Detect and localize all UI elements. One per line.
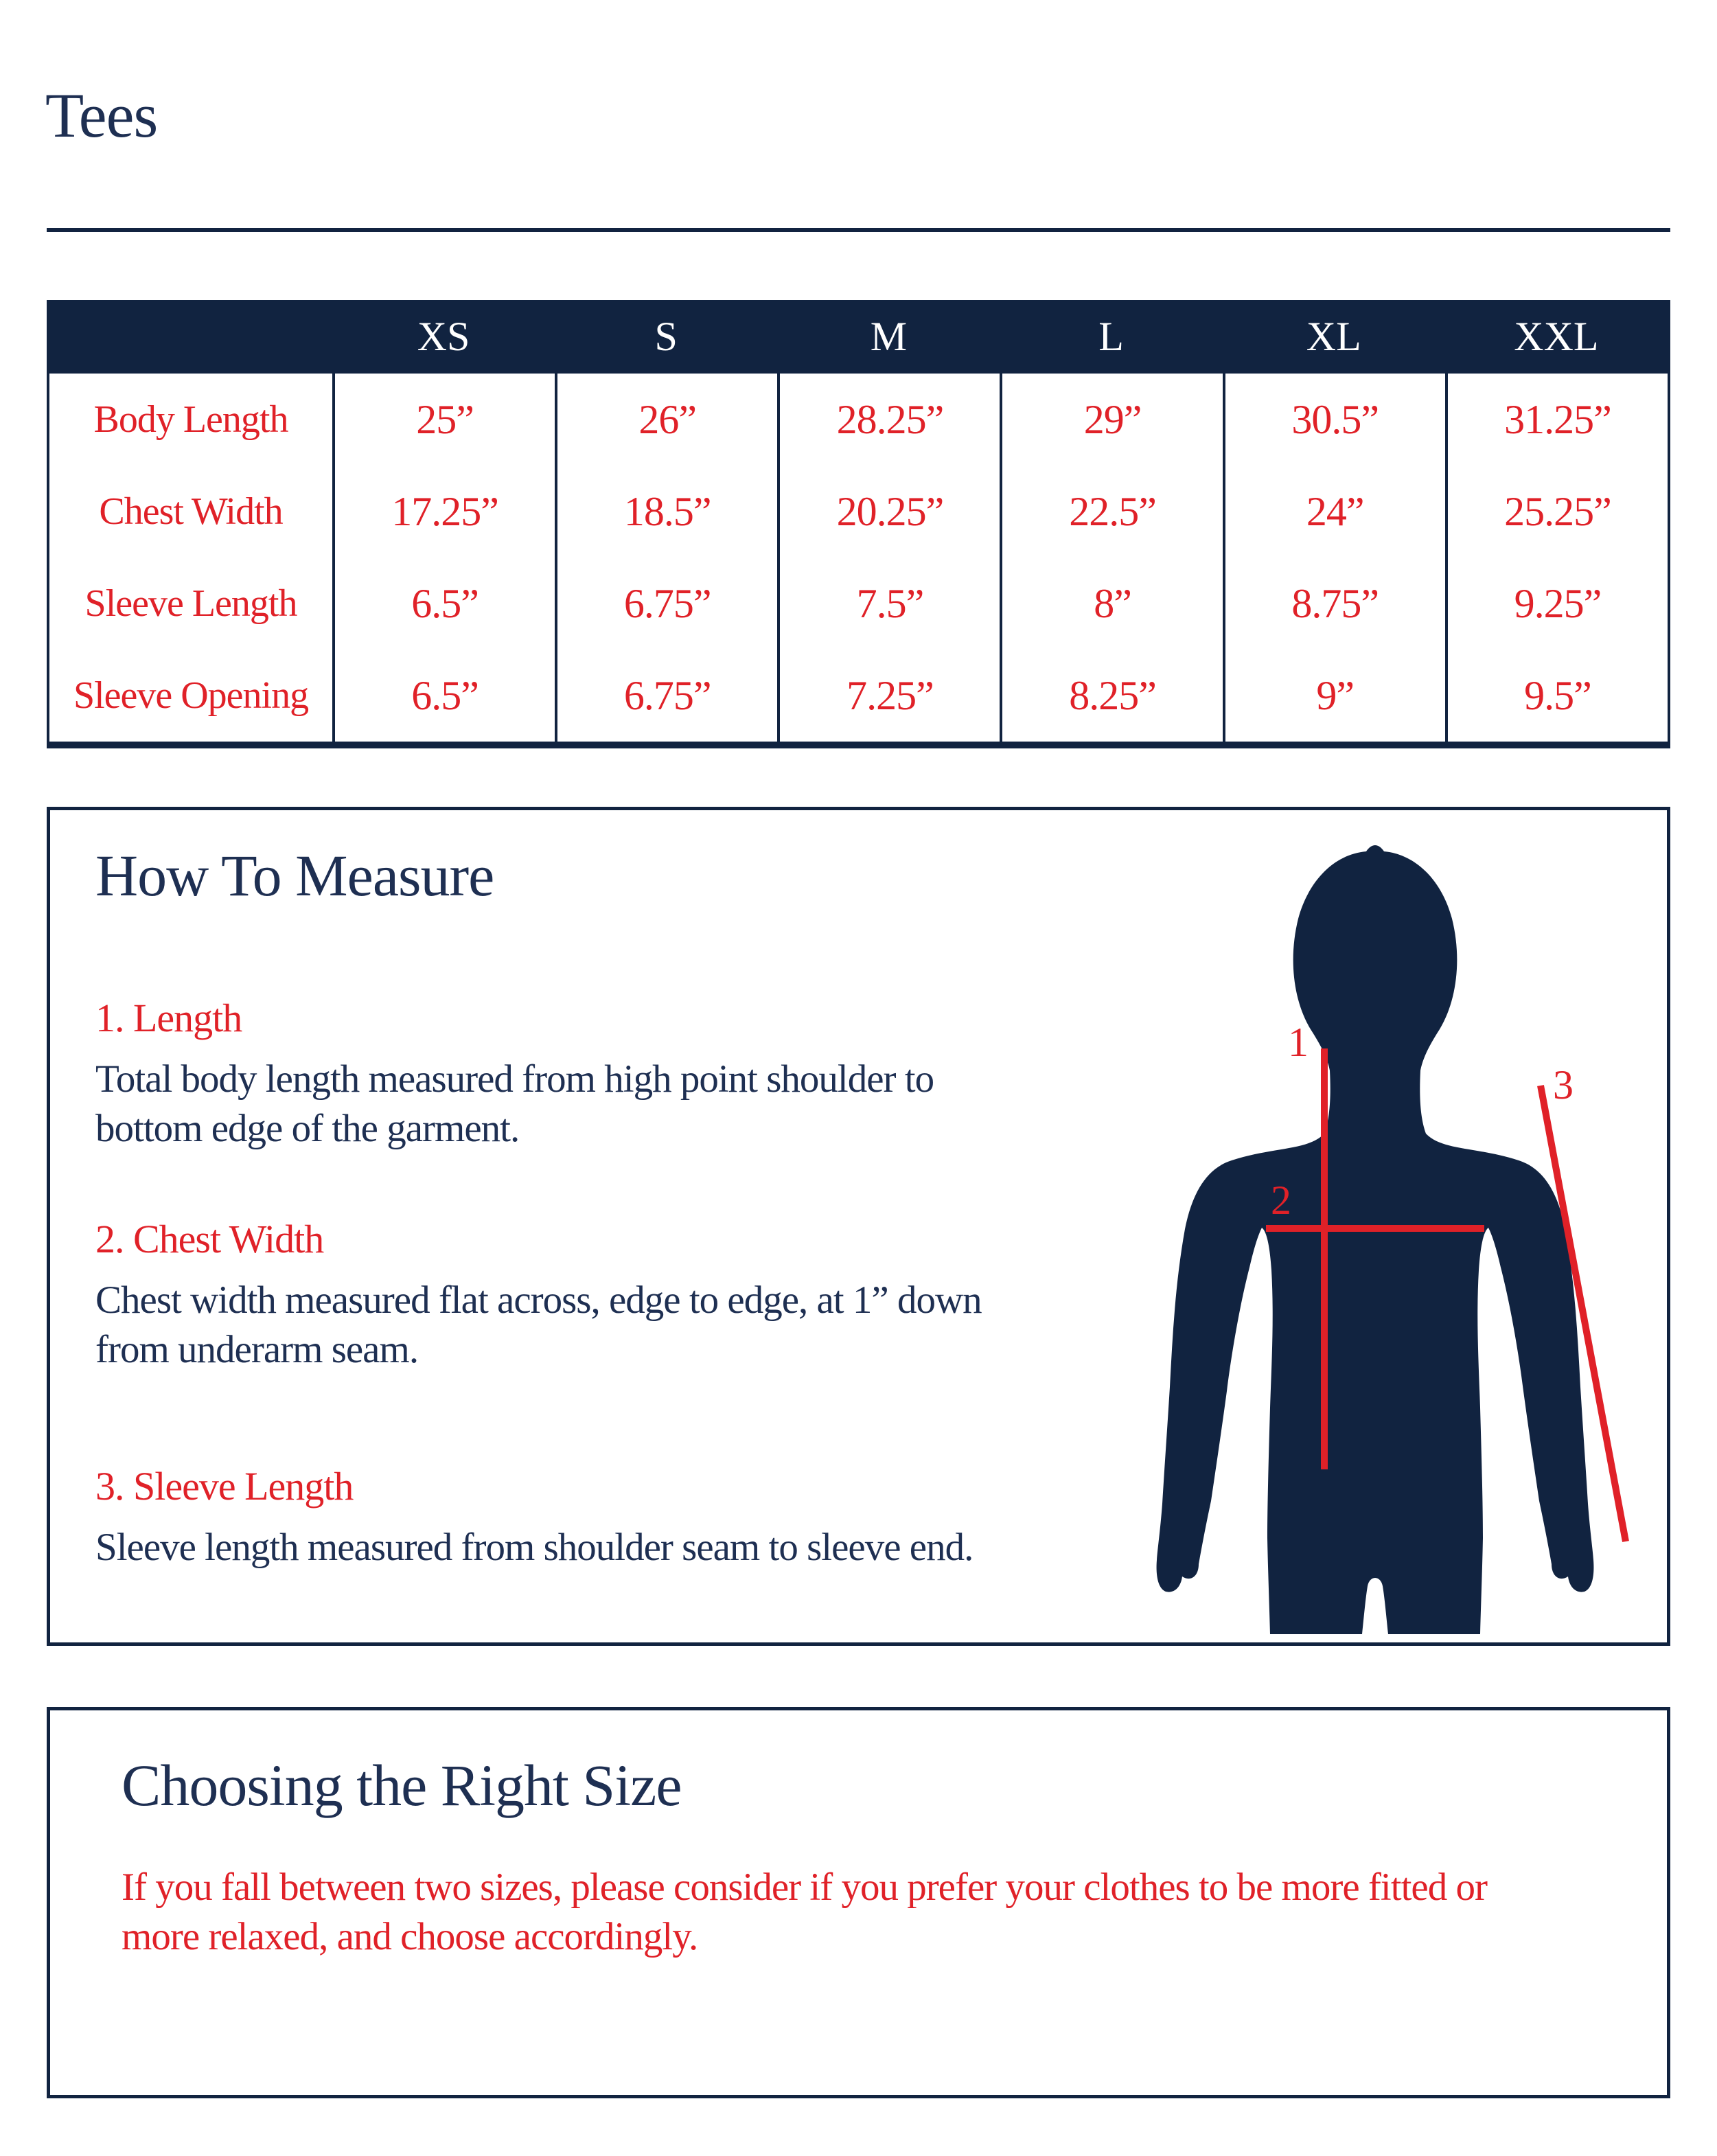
value-cell: 8.75”: [1222, 558, 1445, 650]
value-cell: 8.25”: [1000, 650, 1222, 742]
header-cell-s: S: [654, 314, 678, 359]
figure-label-3: 3: [1553, 1062, 1574, 1108]
step-body: Total body length measured from high poi…: [95, 1057, 934, 1150]
value-cell: 30.5”: [1222, 374, 1445, 466]
value-cell: 25.25”: [1444, 466, 1668, 558]
table-header-row: XS S M L XL XXL: [49, 300, 1668, 374]
body-silhouette: [1156, 845, 1594, 1634]
figure-label-2: 2: [1271, 1178, 1291, 1223]
row-label: Sleeve Length: [84, 582, 298, 625]
choosing-size-title: Choosing the Right Size: [122, 1752, 682, 1818]
measurement-figure: 1 2 3: [1140, 824, 1648, 1634]
value-cell: 26”: [555, 374, 777, 466]
value-cell: 9.5”: [1444, 650, 1668, 742]
header-cell-xs: XS: [417, 314, 470, 359]
value-cell: 8”: [1000, 558, 1222, 650]
figure-label-1: 1: [1288, 1020, 1309, 1065]
value-cell: 6.75”: [555, 558, 777, 650]
table-row-chest-width: Chest Width 17.25” 18.5” 20.25” 22.5” 24…: [49, 466, 1668, 558]
measure-step-chest-width: 2. Chest Width Chest width measured flat…: [95, 1215, 1125, 1375]
choosing-size-body: If you fall between two sizes, please co…: [122, 1866, 1488, 1958]
step-heading: 1. Length: [95, 996, 242, 1040]
row-label: Sleeve Opening: [73, 674, 309, 717]
value-cell: 22.5”: [1000, 466, 1222, 558]
value-cell: 6.5”: [332, 650, 555, 742]
how-to-measure-title: How To Measure: [95, 842, 494, 908]
header-cell-xxl: XXL: [1514, 314, 1599, 359]
value-cell: 20.25”: [777, 466, 1000, 558]
measure-line-sleeve: [1537, 1085, 1629, 1542]
measure-step-length: 1. Length Total body length measured fro…: [95, 994, 1125, 1154]
size-table: XS S M L XL XXL Body Length 25” 26” 28.2…: [47, 300, 1670, 748]
value-cell: 7.5”: [777, 558, 1000, 650]
value-cell: 29”: [1000, 374, 1222, 466]
value-cell: 25”: [332, 374, 555, 466]
table-row-sleeve-length: Sleeve Length 6.5” 6.75” 7.5” 8” 8.75” 9…: [49, 558, 1668, 650]
header-cell-xl: XL: [1306, 314, 1361, 359]
row-label: Body Length: [93, 398, 289, 441]
choosing-size-box: Choosing the Right Size If you fall betw…: [47, 1707, 1670, 2098]
value-cell: 28.25”: [777, 374, 1000, 466]
page-title: Tees: [45, 80, 158, 150]
value-cell: 31.25”: [1444, 374, 1668, 466]
value-cell: 18.5”: [555, 466, 777, 558]
row-label: Chest Width: [99, 490, 283, 533]
how-to-measure-box: How To Measure 1. Length Total body leng…: [47, 807, 1670, 1646]
table-row-sleeve-opening: Sleeve Opening 6.5” 6.75” 7.25” 8.25” 9”…: [49, 650, 1668, 742]
table-row-body-length: Body Length 25” 26” 28.25” 29” 30.5” 31.…: [49, 374, 1668, 466]
step-body: Sleeve length measured from shoulder sea…: [95, 1525, 973, 1569]
value-cell: 17.25”: [332, 466, 555, 558]
title-divider: [47, 228, 1670, 232]
header-cell-l: L: [1098, 314, 1124, 359]
value-cell: 6.5”: [332, 558, 555, 650]
value-cell: 6.75”: [555, 650, 777, 742]
body-silhouette-diagram: 1 2 3: [1156, 845, 1629, 1634]
measure-step-sleeve-length: 3. Sleeve Length Sleeve length measured …: [95, 1463, 1125, 1572]
value-cell: 24”: [1222, 466, 1445, 558]
value-cell: 9”: [1222, 650, 1445, 742]
step-heading: 2. Chest Width: [95, 1217, 324, 1261]
step-heading: 3. Sleeve Length: [95, 1464, 354, 1509]
step-body: Chest width measured flat across, edge t…: [95, 1278, 982, 1371]
value-cell: 7.25”: [777, 650, 1000, 742]
header-cell-m: M: [870, 314, 908, 359]
value-cell: 9.25”: [1444, 558, 1668, 650]
header-cell-empty: [49, 300, 332, 374]
